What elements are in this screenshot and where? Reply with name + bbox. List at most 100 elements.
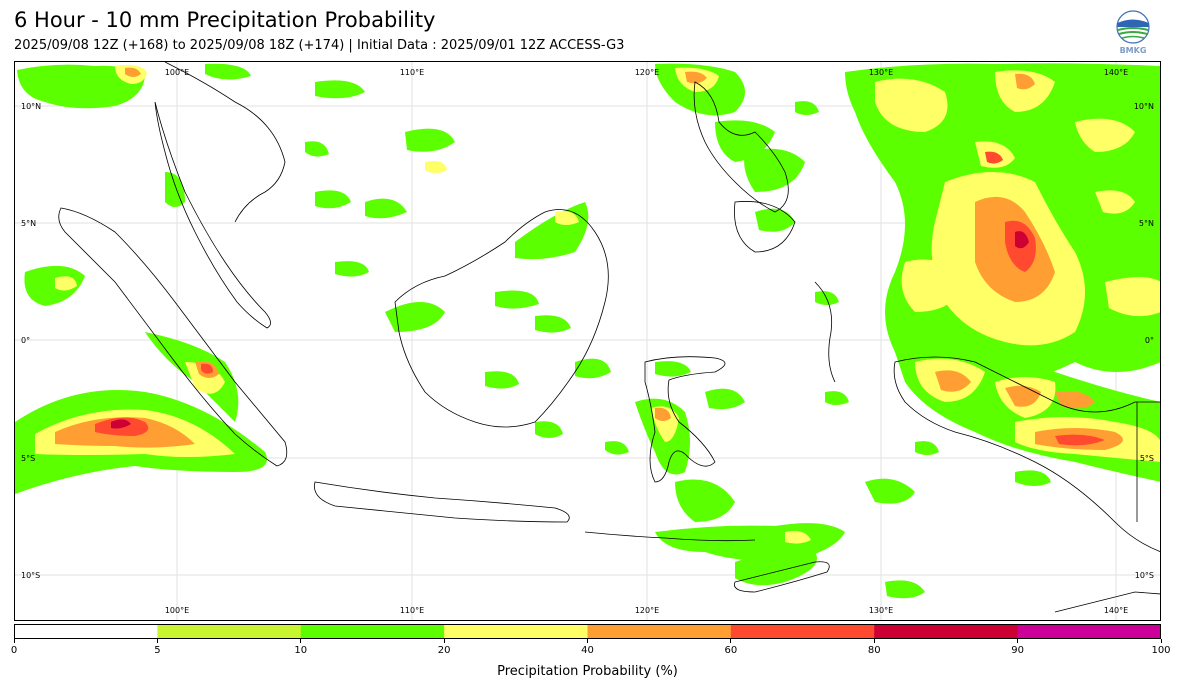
colorbar-tick-mark	[13, 639, 15, 643]
precip-area	[305, 141, 329, 157]
colorbar-segment	[444, 624, 589, 639]
precip-area	[935, 370, 971, 392]
colorbar-tick-label: 40	[581, 645, 594, 656]
lat-label: 10°S	[1135, 571, 1154, 580]
precip-area	[111, 419, 131, 429]
halmahera-outline	[814, 281, 836, 383]
colorbar-label: Precipitation Probability (%)	[497, 664, 678, 679]
lon-label: 130°E	[869, 68, 893, 77]
precip-area	[555, 211, 579, 225]
chart-subtitle: 2025/09/08 12Z (+168) to 2025/09/08 18Z …	[14, 38, 625, 53]
precip-area	[201, 363, 213, 374]
lon-label: 140°E	[1104, 606, 1128, 615]
precip-area	[675, 479, 735, 522]
precip-area	[865, 478, 915, 504]
indochina-outline	[164, 62, 286, 223]
mindanao-outline	[734, 201, 796, 253]
colorbar-tick-mark	[1017, 639, 1019, 643]
precip-area	[1015, 231, 1029, 249]
colorbar-segment	[157, 624, 302, 639]
colorbar-tick-label: 80	[867, 645, 881, 656]
lat-label: 10°N	[21, 102, 41, 111]
colorbar-segment	[587, 624, 732, 639]
colorbar-tick-label: 60	[724, 645, 738, 656]
precip-area	[405, 128, 455, 152]
precip-area	[1015, 470, 1051, 486]
lon-label: 100°E	[165, 606, 189, 615]
precip-area	[1105, 277, 1160, 317]
precip-area	[335, 261, 369, 277]
precip-area	[825, 391, 849, 405]
precip-area	[785, 531, 811, 544]
precip-area	[985, 151, 1003, 164]
lon-label: 120°E	[635, 68, 659, 77]
nusa-tenggara-outline	[584, 531, 756, 542]
colorbar-tick-mark	[443, 639, 445, 643]
precip-area	[755, 208, 795, 232]
logo-text: BMKG	[1120, 46, 1147, 55]
precip-area	[815, 291, 839, 305]
lat-label: 5°N	[21, 219, 36, 228]
colorbar-segment	[14, 624, 158, 639]
borneo-outline	[394, 209, 609, 428]
precip-area	[575, 358, 611, 379]
precip-area	[535, 421, 563, 438]
precip-area	[315, 190, 351, 209]
precip-area	[1055, 391, 1095, 409]
precip-area	[744, 148, 805, 192]
colorbar	[14, 624, 1161, 639]
colorbar-tick-mark	[730, 639, 732, 643]
lon-label: 110°E	[400, 68, 424, 77]
precip-area	[205, 63, 251, 80]
precip-area	[125, 67, 141, 77]
precip-area	[1055, 434, 1105, 446]
lon-label: 130°E	[869, 606, 893, 615]
lon-label: 100°E	[165, 68, 189, 77]
java-outline	[314, 481, 570, 523]
precip-area	[875, 78, 948, 132]
lat-label: 5°S	[21, 454, 35, 463]
timor-outline	[734, 561, 830, 593]
precip-area	[1005, 385, 1041, 407]
precip-area	[185, 362, 225, 394]
precip-area	[655, 361, 691, 377]
lon-labels-top: 100°E 110°E 120°E 130°E 140°E	[165, 68, 1128, 77]
lon-labels-bottom: 100°E 110°E 120°E 130°E 140°E	[165, 606, 1128, 615]
precip-area	[535, 315, 571, 333]
colorbar-tick-mark	[156, 639, 158, 643]
colorbar-tick-mark	[1160, 639, 1162, 643]
precip-area	[1015, 73, 1035, 90]
precip-area	[24, 265, 85, 306]
chart-title: 6 Hour - 10 mm Precipitation Probability	[14, 8, 436, 32]
colorbar-tick-mark	[300, 639, 302, 643]
precip-area	[315, 80, 365, 99]
lat-labels-right: 10°N 5°N 0° 5°S 10°S	[1134, 102, 1154, 580]
bmkg-logo-icon: BMKG	[1116, 10, 1150, 55]
lat-label: 0°	[1145, 336, 1154, 345]
precip-area	[485, 371, 519, 389]
colorbar-tick-label: 100	[1151, 645, 1171, 656]
precip-area	[385, 302, 445, 332]
precip-area	[425, 161, 447, 173]
colorbar-tick-label: 10	[294, 645, 308, 656]
lat-labels-left: 10°N 5°N 0° 5°S 10°S	[21, 102, 41, 580]
colorbar-segment	[730, 624, 875, 639]
lon-label: 120°E	[635, 606, 659, 615]
lat-label: 10°S	[21, 571, 40, 580]
precip-area	[915, 441, 939, 455]
colorbar-tick-label: 5	[154, 645, 161, 656]
coastlines	[58, 62, 1160, 613]
precip-area	[655, 407, 671, 421]
colorbar-tick-mark	[587, 639, 588, 643]
precipitation-map: 100°E 110°E 120°E 130°E 140°E 100°E 110°…	[14, 61, 1161, 621]
colorbar-tick-label: 20	[437, 645, 451, 656]
precip-area	[1095, 190, 1135, 214]
precip-area	[685, 71, 707, 84]
map-canvas: 100°E 110°E 120°E 130°E 140°E 100°E 110°…	[15, 62, 1160, 620]
colorbar-tick-label: 90	[1011, 645, 1024, 656]
precip-area	[605, 441, 629, 455]
colorbar-segment	[300, 624, 445, 639]
australia-coast	[1054, 591, 1160, 613]
sulawesi-outline	[644, 356, 726, 483]
precip-area	[365, 198, 407, 219]
